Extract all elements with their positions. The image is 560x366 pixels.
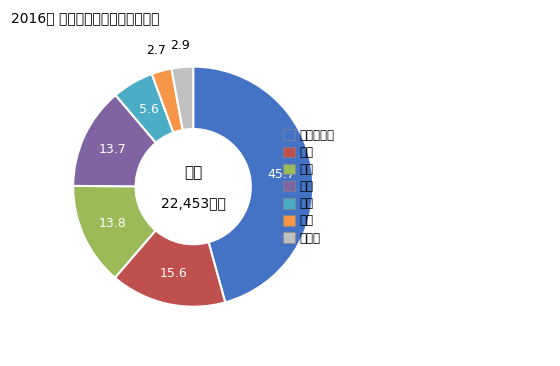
Text: 2.9: 2.9: [170, 39, 190, 52]
Legend: マレーシア, 台湾, 韓国, 中国, 香港, 豪州, その他: マレーシア, 台湾, 韓国, 中国, 香港, 豪州, その他: [283, 129, 335, 244]
Text: 総額: 総額: [184, 165, 202, 180]
Wedge shape: [171, 67, 193, 130]
Wedge shape: [73, 95, 156, 186]
Wedge shape: [115, 230, 225, 307]
Text: 22,453万円: 22,453万円: [161, 197, 226, 210]
Text: 45.7: 45.7: [267, 168, 295, 181]
Text: 2.7: 2.7: [146, 44, 166, 56]
Text: 15.6: 15.6: [160, 267, 188, 280]
Text: 13.7: 13.7: [99, 143, 127, 156]
Text: 13.8: 13.8: [99, 217, 126, 230]
Wedge shape: [193, 67, 313, 302]
Text: 2016年 輸出相手国のシェア（％）: 2016年 輸出相手国のシェア（％）: [11, 11, 160, 25]
Wedge shape: [73, 186, 156, 278]
Wedge shape: [152, 68, 183, 132]
Wedge shape: [115, 74, 174, 143]
Text: 5.6: 5.6: [138, 104, 158, 116]
